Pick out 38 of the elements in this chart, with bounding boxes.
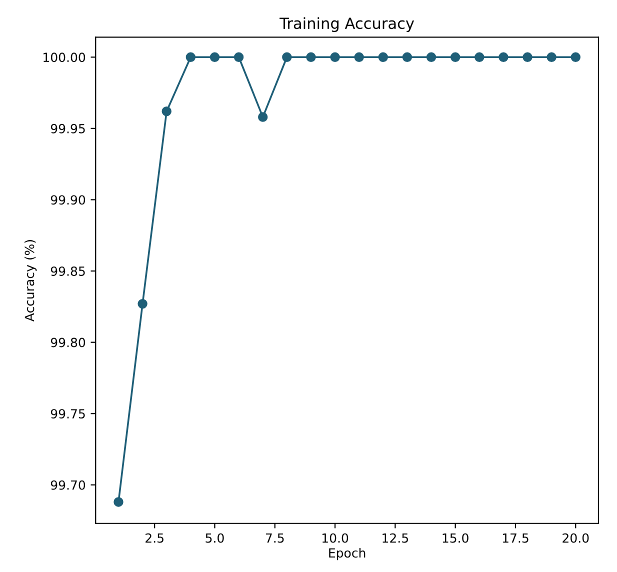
x-tick-label: 15.0 — [442, 533, 468, 543]
point — [354, 52, 364, 62]
point — [426, 52, 436, 62]
y-tick-label: 99.75 — [50, 409, 85, 419]
y-tick-label: 100.00 — [44, 52, 86, 62]
chart-title: Training Accuracy — [280, 17, 414, 32]
x-tick-label: 17.5 — [502, 533, 528, 543]
x-tick-label: 10.0 — [322, 533, 348, 543]
point — [162, 106, 172, 116]
point — [402, 52, 412, 62]
point — [450, 52, 460, 62]
point — [258, 112, 268, 122]
point — [210, 52, 220, 62]
x-tick-label: 5.0 — [206, 533, 224, 543]
point — [306, 52, 316, 62]
point — [546, 52, 556, 62]
point — [498, 52, 508, 62]
x-tick-label: 7.5 — [266, 533, 284, 543]
y-tick-label: 99.95 — [50, 124, 85, 134]
point — [522, 52, 532, 62]
x-tick-label: 20.0 — [562, 533, 589, 543]
x-tick-label: 12.5 — [382, 533, 408, 543]
point — [234, 52, 244, 62]
point — [474, 52, 484, 62]
y-tick-label: 99.70 — [50, 480, 86, 490]
y-tick-label: 99.90 — [50, 195, 86, 205]
point — [186, 52, 196, 62]
y-tick-label: 99.80 — [50, 338, 86, 348]
point — [282, 52, 292, 62]
x-axis-title: Epoch — [329, 548, 366, 560]
y-axis-title: Accuracy (%) — [24, 240, 37, 322]
point — [138, 298, 148, 309]
point — [330, 52, 340, 62]
x-tick-label: 2.5 — [146, 533, 164, 543]
point — [114, 497, 124, 507]
y-tick-label: 99.85 — [50, 266, 85, 276]
point — [570, 52, 580, 62]
point — [378, 52, 388, 62]
